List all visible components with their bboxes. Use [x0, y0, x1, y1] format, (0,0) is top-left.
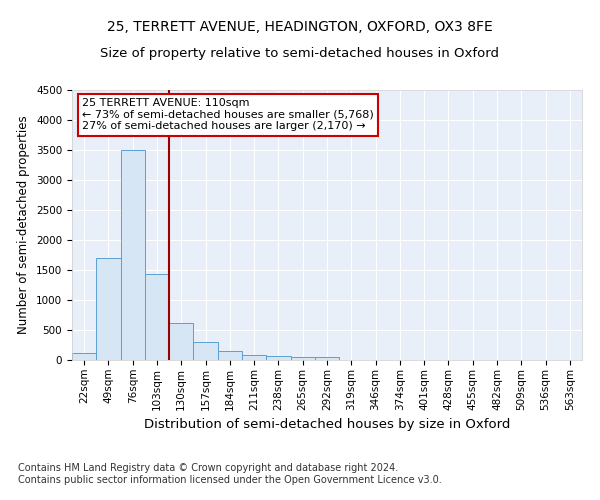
Bar: [145, 274, 169, 360]
Bar: [96, 258, 121, 360]
Bar: [169, 324, 193, 360]
Bar: [290, 357, 315, 360]
Bar: [315, 357, 339, 360]
Bar: [193, 342, 218, 360]
Y-axis label: Number of semi-detached properties: Number of semi-detached properties: [17, 116, 31, 334]
Bar: [72, 352, 96, 360]
Text: Size of property relative to semi-detached houses in Oxford: Size of property relative to semi-detach…: [101, 48, 499, 60]
Bar: [242, 354, 266, 360]
Text: 25, TERRETT AVENUE, HEADINGTON, OXFORD, OX3 8FE: 25, TERRETT AVENUE, HEADINGTON, OXFORD, …: [107, 20, 493, 34]
X-axis label: Distribution of semi-detached houses by size in Oxford: Distribution of semi-detached houses by …: [144, 418, 510, 431]
Bar: [121, 150, 145, 360]
Text: 25 TERRETT AVENUE: 110sqm
← 73% of semi-detached houses are smaller (5,768)
27% : 25 TERRETT AVENUE: 110sqm ← 73% of semi-…: [82, 98, 374, 132]
Bar: [218, 350, 242, 360]
Text: Contains HM Land Registry data © Crown copyright and database right 2024.
Contai: Contains HM Land Registry data © Crown c…: [18, 464, 442, 485]
Bar: [266, 356, 290, 360]
